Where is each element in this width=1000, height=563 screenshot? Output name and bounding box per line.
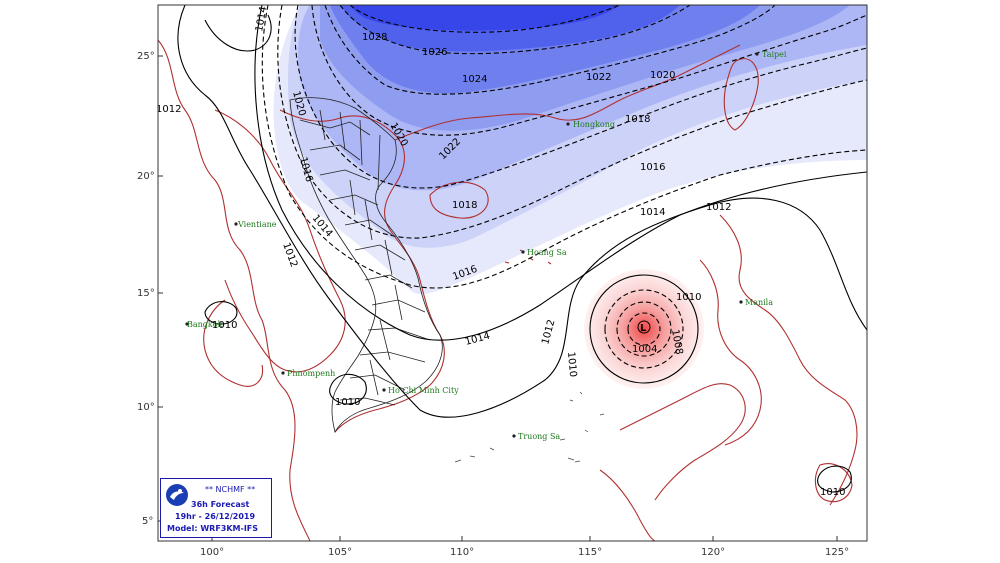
- low-center-label: L: [640, 323, 647, 334]
- x-tick-label: 120°: [701, 547, 725, 558]
- y-tick-label: 20°: [137, 171, 155, 182]
- city-ho-chi-minh-city: Ho Chi Minh City: [388, 386, 459, 395]
- low-pressure-area: [584, 269, 704, 389]
- isobar-label: 1008: [669, 329, 684, 356]
- x-axis-labels: 100° 105° 110° 115° 120° 125°: [200, 547, 849, 558]
- isobar-label: 1010: [565, 351, 578, 377]
- x-tick-label: 100°: [200, 547, 224, 558]
- cities: Taipei Hongkong Vientiane Hoang Sa Bangk…: [185, 50, 787, 441]
- city-taipei: Taipei: [762, 50, 787, 59]
- city-dot: [512, 434, 516, 438]
- map-border: [157, 4, 868, 542]
- city-dot: [739, 300, 743, 304]
- x-tick-label: 115°: [578, 547, 602, 558]
- isobar-label: 1014: [640, 207, 665, 218]
- nchmf-logo-icon: [166, 484, 188, 506]
- isobar-label: 1010: [820, 487, 845, 498]
- isobar-1022: [311, 5, 867, 136]
- city-manila: Manila: [745, 298, 773, 307]
- x-tick-label: 110°: [450, 547, 474, 558]
- city-vientiane: Vientiane: [237, 220, 277, 229]
- vietnam-borders: [289, 97, 443, 434]
- isobar-bangkok-1010: [204, 301, 238, 325]
- isobar-label: 1024: [462, 74, 487, 85]
- forecast-legend: ** NCHMF ** 36h Forecast 19hr - 26/12/20…: [160, 478, 272, 538]
- isobar-1018: [277, 5, 867, 239]
- isobar-label: 1020: [650, 70, 675, 81]
- city-dot: [382, 388, 386, 392]
- isobar-1028: [349, 5, 621, 33]
- isobar-label: 1010: [212, 320, 237, 331]
- coastlines: [158, 39, 858, 541]
- city-phnompenh: Phnompenh: [287, 369, 335, 378]
- city-truong-sa: Truong Sa: [518, 432, 560, 441]
- isobar-1004: [627, 312, 661, 346]
- isobar-label: 1016: [640, 162, 665, 173]
- x-tick-label: 125°: [825, 547, 849, 558]
- y-tick-label: 15°: [137, 288, 155, 299]
- y-axis-labels: 25° 20° 15° 10° 5°: [137, 51, 155, 527]
- isobar-label: 1018: [452, 200, 477, 211]
- isobar-1020: [294, 5, 867, 189]
- x-tick-label: 105°: [328, 547, 352, 558]
- y-tick-label: 10°: [137, 402, 155, 413]
- y-tick-label: 5°: [142, 516, 153, 527]
- city-dot: [566, 122, 570, 126]
- city-dot: [755, 52, 759, 56]
- legend-model: Model: WRF3KM-IFS: [167, 524, 259, 533]
- isobar-1012: [177, 5, 867, 418]
- city-dot: [521, 250, 525, 254]
- isobar-labels: 1014 1028 1026 1024 1022 1020 1020 1018 …: [156, 6, 845, 498]
- band-1028: [350, 5, 620, 31]
- city-dot: [185, 322, 189, 326]
- legend-org: ** NCHMF **: [205, 485, 256, 494]
- isobar-label: 1028: [362, 32, 387, 43]
- isobar-label: 1014: [254, 6, 269, 33]
- isobar-1006: [616, 301, 672, 357]
- isobar-label: 1012: [706, 202, 731, 213]
- legend-time: 19hr - 26/12/2019: [175, 512, 256, 521]
- city-dot: [281, 371, 285, 375]
- islands: [454, 391, 605, 463]
- city-hoang-sa: Hoang Sa: [527, 248, 567, 257]
- city-hongkong: Hongkong: [573, 120, 615, 129]
- isobar-nw: [204, 14, 272, 52]
- y-tick-label: 25°: [137, 51, 155, 62]
- isobar-label: 1026: [422, 47, 447, 58]
- isobar-phnompenh: [329, 373, 367, 405]
- isobars: [177, 5, 867, 493]
- isobar-label: 1012: [156, 104, 181, 115]
- isobar-label: 1004: [632, 344, 657, 355]
- isobar-1026: [339, 5, 691, 55]
- isobar-1010-se: [817, 465, 852, 493]
- isobar-1016: [261, 5, 867, 289]
- isobar-label: 1018: [625, 114, 650, 125]
- isobar-label: 1010: [676, 292, 701, 303]
- legend-forecast: 36h Forecast: [191, 500, 250, 509]
- city-bangkok: Bangkok: [187, 320, 223, 329]
- isobar-label: 1022: [586, 72, 611, 83]
- isobar-1008: [604, 289, 684, 369]
- isobar-1010: [589, 274, 699, 384]
- city-dot: [234, 222, 238, 226]
- low-center-marker: [637, 320, 651, 334]
- isobar-1024: [324, 5, 776, 95]
- isobar-label: 1010: [335, 397, 360, 408]
- isobar-1014: [254, 5, 867, 341]
